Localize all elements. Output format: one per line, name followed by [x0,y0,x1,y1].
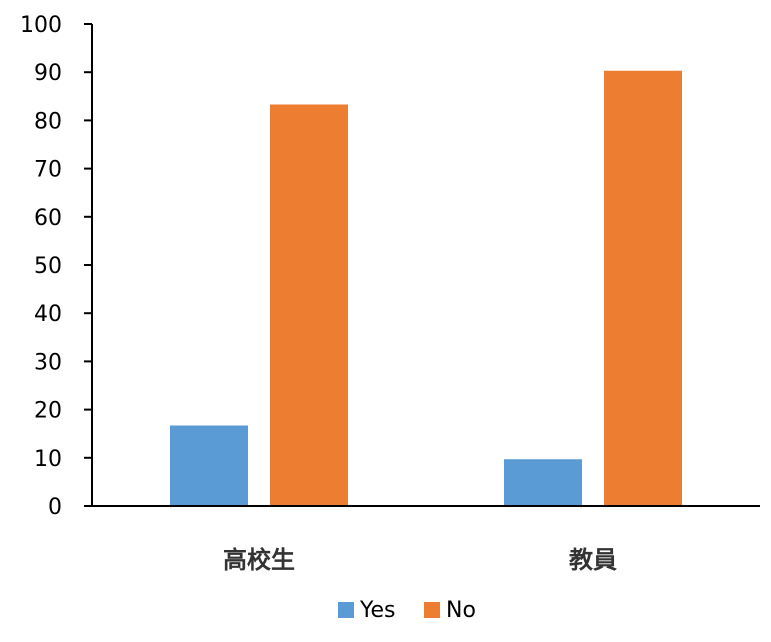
x-axis: 高校生 教員 [84,505,760,574]
bar-yes-1 [170,425,248,506]
legend: Yes No [338,598,476,623]
bar-yes-2 [504,459,582,506]
y-tick-label: 70 [34,158,62,183]
y-tick-label: 80 [34,109,62,134]
legend-swatch-yes [338,602,354,618]
bars [170,70,682,506]
bar-no-1 [270,104,348,506]
y-axis: 0 10 20 30 40 50 60 70 80 90 100 [20,13,93,520]
y-tick-label: 50 [34,254,62,279]
legend-label-no: No [446,598,476,623]
y-tick-label: 20 [34,399,62,424]
bar-no-2 [604,70,682,506]
y-tick-label: 30 [34,350,62,375]
y-tick-label: 0 [48,495,62,520]
y-tick-label: 10 [34,447,62,472]
y-tick-label: 100 [20,13,62,38]
y-tick-label: 90 [34,61,62,86]
y-tick-label: 60 [34,206,62,231]
y-tick-label: 40 [34,302,62,327]
x-category-label: 教員 [569,546,617,574]
legend-label-yes: Yes [359,598,396,623]
legend-swatch-no [424,602,440,618]
x-category-label: 高校生 [223,546,295,574]
